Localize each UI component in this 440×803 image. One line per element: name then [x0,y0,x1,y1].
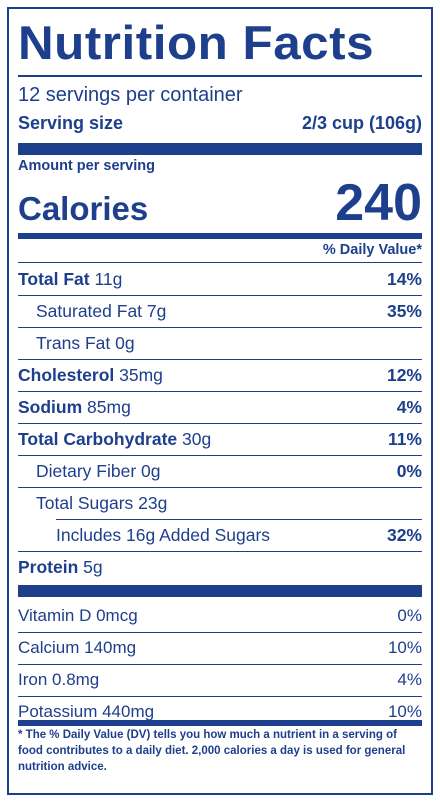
nutrient-dv: 11% [387,428,422,449]
nutrient-amount: 30g [177,428,212,449]
serving-size-row: Serving size 2/3 cup (106g) [18,111,422,135]
vitamin-name: Calcium 140mg [18,638,137,657]
vitamin-dv: 10% [387,702,422,721]
vitamin-dv: 10% [387,638,422,657]
vitamin-name: Potassium 440mg [18,702,155,721]
nutrient-row-total-sugars: Total Sugars 23g [18,487,422,519]
footnote: * The % Daily Value (DV) tells you how m… [18,729,406,773]
nutrient-name: Total Sugars 23g [36,492,168,513]
divider [18,327,422,328]
divider [18,551,422,552]
nutrient-row-protein: Protein 5g [18,551,422,583]
vitamin-dv: 4% [397,670,422,689]
nutrient-dv: 0% [396,460,422,481]
calories-label: Calories [18,190,149,227]
nutrient-dv: 14% [386,268,422,289]
divider [18,262,422,263]
label-content: Nutrition Facts 12 servings per containe… [18,9,422,793]
nutrient-row-total-carbohydrate: Total Carbohydrate 30g 11% [18,423,422,455]
daily-value-header: % Daily Value* [322,242,422,258]
thick-divider [18,143,422,155]
thick-divider [18,585,422,597]
divider [18,423,422,424]
nutrient-name: Saturated Fat 7g [36,300,167,321]
divider [18,295,422,296]
vitamin-row-iron: Iron 0.8mg 4% [18,665,422,695]
vitamin-dv: 0% [397,606,422,625]
amount-per-serving: Amount per serving [18,158,155,174]
divider [56,519,422,520]
divider [18,359,422,360]
nutrient-dv: 35% [386,300,422,321]
divider [18,455,422,456]
serving-size-label: Serving size [18,113,124,133]
divider [18,696,422,697]
divider [18,75,422,77]
medium-divider [18,720,422,726]
nutrient-name: Protein [18,556,79,577]
nutrient-row-added-sugars: Includes 16g Added Sugars 32% [18,519,422,551]
nutrient-amount: 11g [89,268,123,289]
label-title: Nutrition Facts [18,16,375,69]
nutrient-name: Total Carbohydrate [18,428,178,449]
nutrient-name: Includes 16g Added Sugars [56,524,271,545]
calories-row: Calories 240 [18,175,422,231]
vitamin-row-potassium: Potassium 440mg 10% [18,697,422,727]
vitamin-name: Vitamin D 0mcg [18,606,138,625]
nutrient-row-saturated-fat: Saturated Fat 7g 35% [18,295,422,327]
nutrient-row-trans-fat: Trans Fat 0g [18,327,422,359]
calories-value: 240 [335,174,422,232]
nutrient-row-total-fat: Total Fat 11g 14% [18,263,422,295]
nutrient-row-cholesterol: Cholesterol 35mg 12% [18,359,422,391]
nutrient-name: Total Fat [18,268,90,289]
nutrient-amount: 5g [78,556,103,577]
servings-per-container: 12 servings per container [18,84,243,106]
nutrient-dv: 12% [386,364,422,385]
nutrient-name: Sodium [18,396,83,417]
nutrient-name: Cholesterol [18,364,115,385]
nutrient-amount: 35mg [114,364,163,385]
vitamin-name: Iron 0.8mg [18,670,100,689]
nutrient-amount: 85mg [82,396,131,417]
vitamin-row-vitamin-d: Vitamin D 0mcg 0% [18,601,422,631]
divider [18,487,422,488]
nutrient-dv: 4% [396,396,422,417]
nutrient-dv: 32% [386,524,422,545]
divider [18,632,422,633]
serving-size-value: 2/3 cup (106g) [301,113,422,133]
medium-divider [18,233,422,239]
vitamin-row-calcium: Calcium 140mg 10% [18,633,422,663]
nutrition-facts-label: Nutrition Facts 12 servings per containe… [7,7,433,795]
nutrient-row-sodium: Sodium 85mg 4% [18,391,422,423]
divider [18,391,422,392]
nutrient-name: Trans Fat 0g [36,332,135,353]
divider [18,664,422,665]
nutrient-name: Dietary Fiber 0g [36,460,161,481]
nutrient-row-dietary-fiber: Dietary Fiber 0g 0% [18,455,422,487]
